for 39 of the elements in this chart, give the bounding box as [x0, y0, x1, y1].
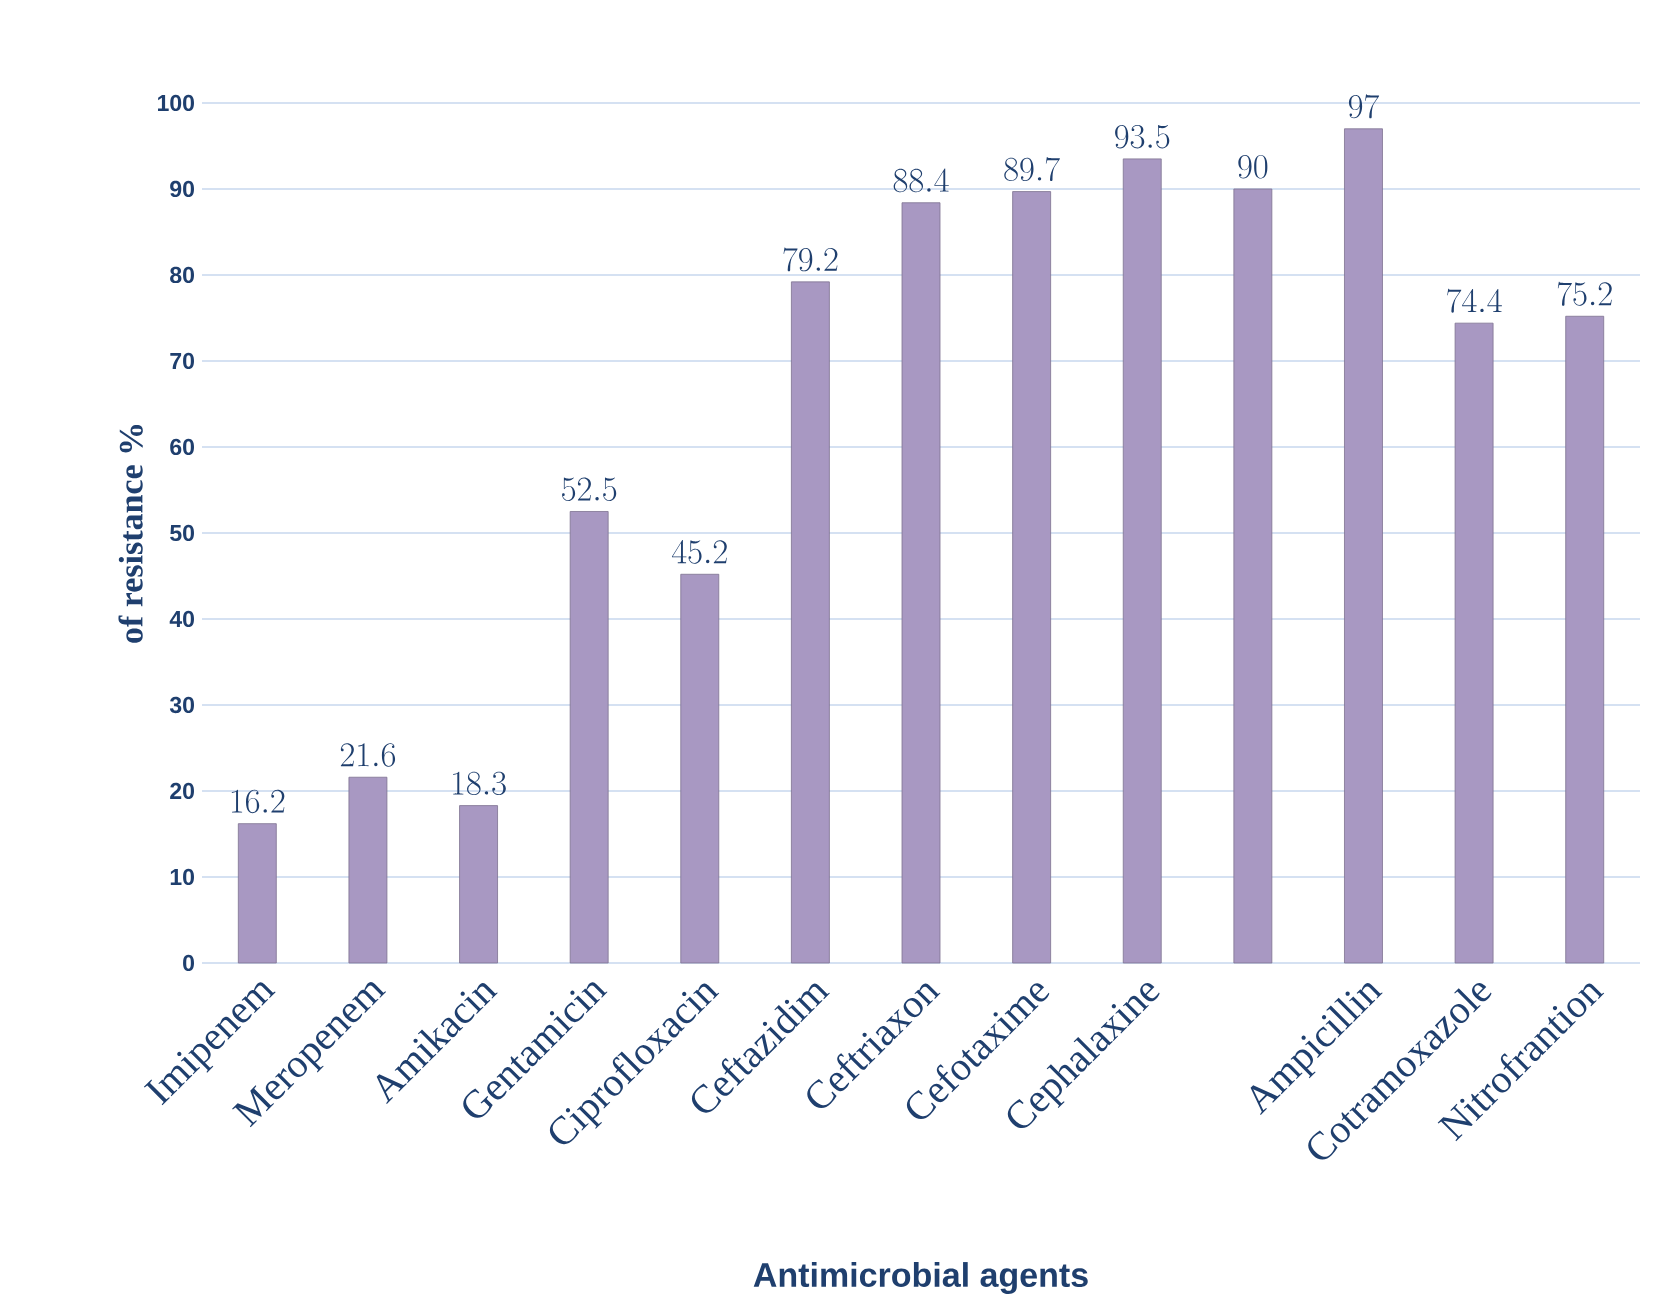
data-label: 18.3 — [453, 771, 506, 796]
bar — [1565, 315, 1605, 964]
bar — [901, 202, 941, 964]
y-tick-label: 50 — [170, 524, 194, 542]
x-axis-title: Antimicrobial agents — [753, 1262, 1088, 1294]
bar — [1454, 322, 1494, 964]
y-tick-label: 60 — [170, 438, 194, 456]
y-tick-label: 80 — [170, 266, 194, 284]
data-label: 89.7 — [1004, 157, 1060, 182]
bar — [1344, 128, 1383, 964]
data-label: 45.2 — [671, 540, 727, 564]
data-label: 93.5 — [1115, 124, 1170, 149]
y-tick-label: 90 — [170, 180, 194, 198]
y-tick-label: 20 — [170, 782, 194, 800]
bar — [791, 281, 830, 964]
data-label: 74.4 — [1447, 288, 1502, 313]
y-tick-label: 70 — [170, 352, 194, 370]
bar — [1233, 188, 1273, 964]
y-tick-label: 100 — [158, 94, 194, 112]
y-tick-label: 10 — [170, 868, 194, 886]
bar — [459, 805, 498, 964]
y-tick-label: 0 — [183, 954, 195, 972]
data-label: 88.4 — [893, 168, 949, 193]
y-axis-title: of resistance % — [118, 425, 143, 643]
bar — [237, 823, 277, 964]
bar — [1122, 158, 1162, 964]
data-label: 97 — [1348, 94, 1380, 119]
data-label: 21 .6 — [340, 743, 396, 767]
data-label: 75.2 — [1557, 281, 1612, 306]
bar — [569, 511, 609, 964]
y-tick-label: 30 — [169, 696, 194, 714]
bar — [348, 776, 388, 964]
data-label: 16.2 — [231, 789, 285, 814]
y-tick-label: 40 — [169, 610, 194, 628]
bar — [680, 573, 720, 964]
data-label: 79.2 — [783, 247, 838, 272]
bar — [1012, 191, 1052, 964]
data-label: 90 — [1238, 155, 1268, 179]
data-label: 52.5 — [562, 477, 617, 501]
